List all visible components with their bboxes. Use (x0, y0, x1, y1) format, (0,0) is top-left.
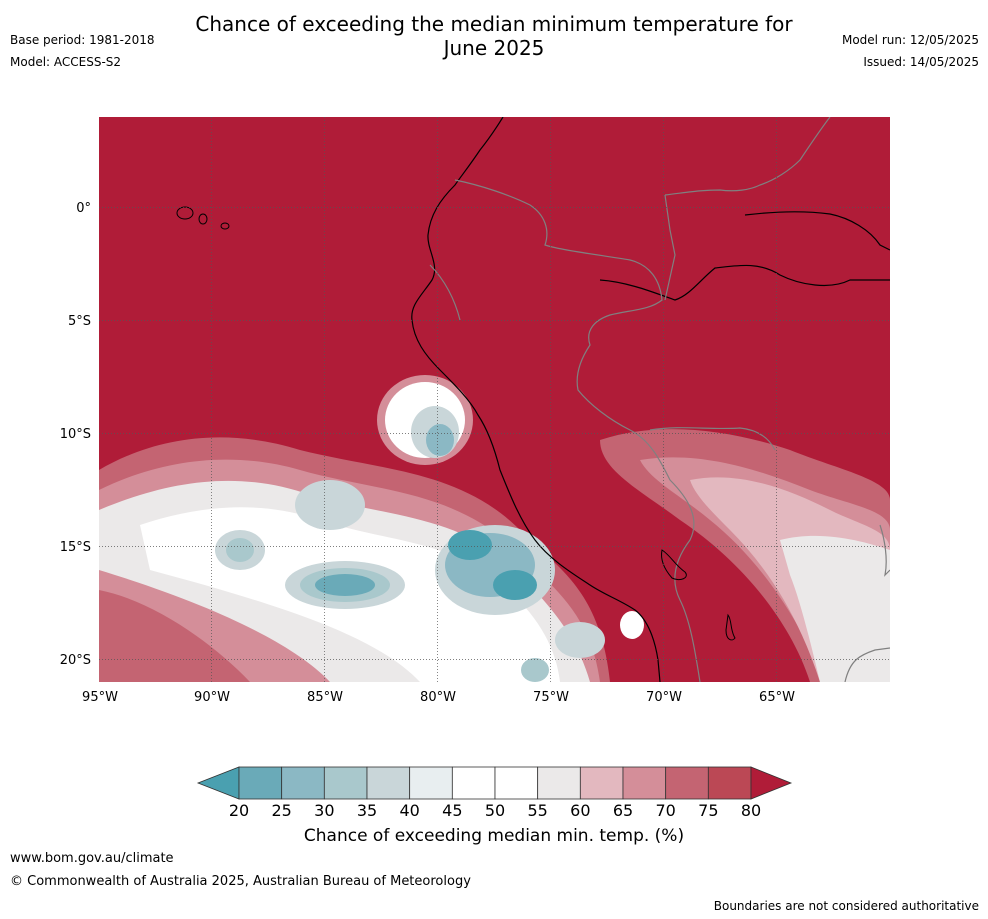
border-colombia (664, 194, 676, 301)
lat-tick: 5°S (68, 314, 91, 329)
galapagos-island-3 (220, 222, 230, 230)
border-ecuador (429, 264, 461, 321)
map-area (99, 117, 890, 682)
river-coast (599, 264, 890, 301)
colorbar-tick-label: 50 (485, 801, 505, 820)
lon-axis: 95°W 90°W 85°W 80°W 75°W 70°W 65°W (82, 690, 795, 705)
colorbar-tick-label: 80 (741, 801, 761, 820)
colorbar-labels: 20 25 30 35 40 45 50 55 60 65 70 75 80 (229, 801, 761, 820)
colorbar-tick-label: 55 (527, 801, 547, 820)
colorbar-tick-label: 45 (442, 801, 462, 820)
lon-tick: 70°W (646, 690, 682, 705)
colorbar-over-arrow (750, 766, 793, 800)
colorbar-tick-label: 75 (698, 801, 718, 820)
colorbar-cell (281, 766, 325, 800)
coastline-north (744, 211, 890, 251)
model-run: Model run: 12/05/2025 (841, 33, 979, 47)
meta-left: Base period: 1981-2018 Model: ACCESS-S2 (10, 29, 155, 73)
colorbar-tick-label: 30 (314, 801, 334, 820)
colorbar-tick-label: 65 (613, 801, 633, 820)
colorbar-tick-label: 20 (229, 801, 249, 820)
country-border (454, 179, 701, 682)
lake-poopo (725, 613, 736, 641)
lat-tick: 20°S (60, 653, 91, 668)
lon-tick: 65°W (759, 690, 795, 705)
lat-tick: 10°S (60, 427, 91, 442)
footer-note: Boundaries are not considered authoritat… (713, 899, 979, 913)
lon-tick: 85°W (307, 690, 343, 705)
colorbar-tick-label: 60 (570, 801, 590, 820)
base-period: Base period: 1981-2018 (10, 33, 155, 47)
colorbar-under-arrow (196, 766, 240, 800)
colorbar-tick-label: 40 (399, 801, 419, 820)
colorbar-cell (622, 766, 667, 800)
colorbar-cell (537, 766, 581, 800)
colorbar-title: Chance of exceeding median min. temp. (%… (303, 826, 685, 846)
colorbar-cell (323, 766, 368, 800)
chart-title: Chance of exceeding the median minimum t… (0, 12, 988, 60)
border-east (879, 524, 890, 577)
lon-tick: 75°W (533, 690, 569, 705)
colorbar: 20 25 30 35 40 45 50 55 60 65 70 75 80 (196, 766, 793, 820)
border-north (664, 117, 831, 196)
colorbar-tick-label: 25 (271, 801, 291, 820)
colorbar-cells (238, 766, 752, 800)
galapagos-island-2 (198, 213, 208, 225)
meta-right: Model run: 12/05/2025 Issued: 14/05/2025 (842, 29, 979, 73)
galapagos-island (176, 206, 194, 220)
footer-copyright: © Commonwealth of Australia 2025, Austra… (10, 874, 471, 889)
colorbar-cell (494, 766, 539, 800)
lon-tick: 95°W (82, 690, 118, 705)
lat-tick: 0° (76, 201, 91, 216)
colorbar-tick-label: 70 (655, 801, 675, 820)
coastline (411, 117, 661, 682)
issued-date: Issued: 14/05/2025 (863, 55, 979, 69)
colorbar-cell (238, 766, 283, 800)
border-southeast (844, 647, 890, 682)
gridlines (99, 117, 890, 682)
lon-tick: 90°W (194, 690, 230, 705)
title-line-1: Chance of exceeding the median minimum t… (195, 12, 793, 36)
title-line-2: June 2025 (443, 36, 545, 60)
lat-axis: 0° 5°S 10°S 15°S 20°S (60, 201, 91, 668)
footer-url[interactable]: www.bom.gov.au/climate (10, 851, 174, 866)
colorbar-cell (579, 766, 624, 800)
lon-tick: 80°W (420, 690, 456, 705)
lat-tick: 15°S (60, 540, 91, 555)
colorbar-cell (665, 766, 709, 800)
colorbar-cell (707, 766, 752, 800)
colorbar-cell (366, 766, 411, 800)
border-brazil-bolivia (649, 427, 776, 451)
probability-contours (99, 375, 890, 682)
colorbar-tick-label: 35 (357, 801, 377, 820)
colorbar-cell (409, 766, 453, 800)
colorbar-cell (451, 766, 496, 800)
model-name: Model: ACCESS-S2 (10, 55, 122, 69)
